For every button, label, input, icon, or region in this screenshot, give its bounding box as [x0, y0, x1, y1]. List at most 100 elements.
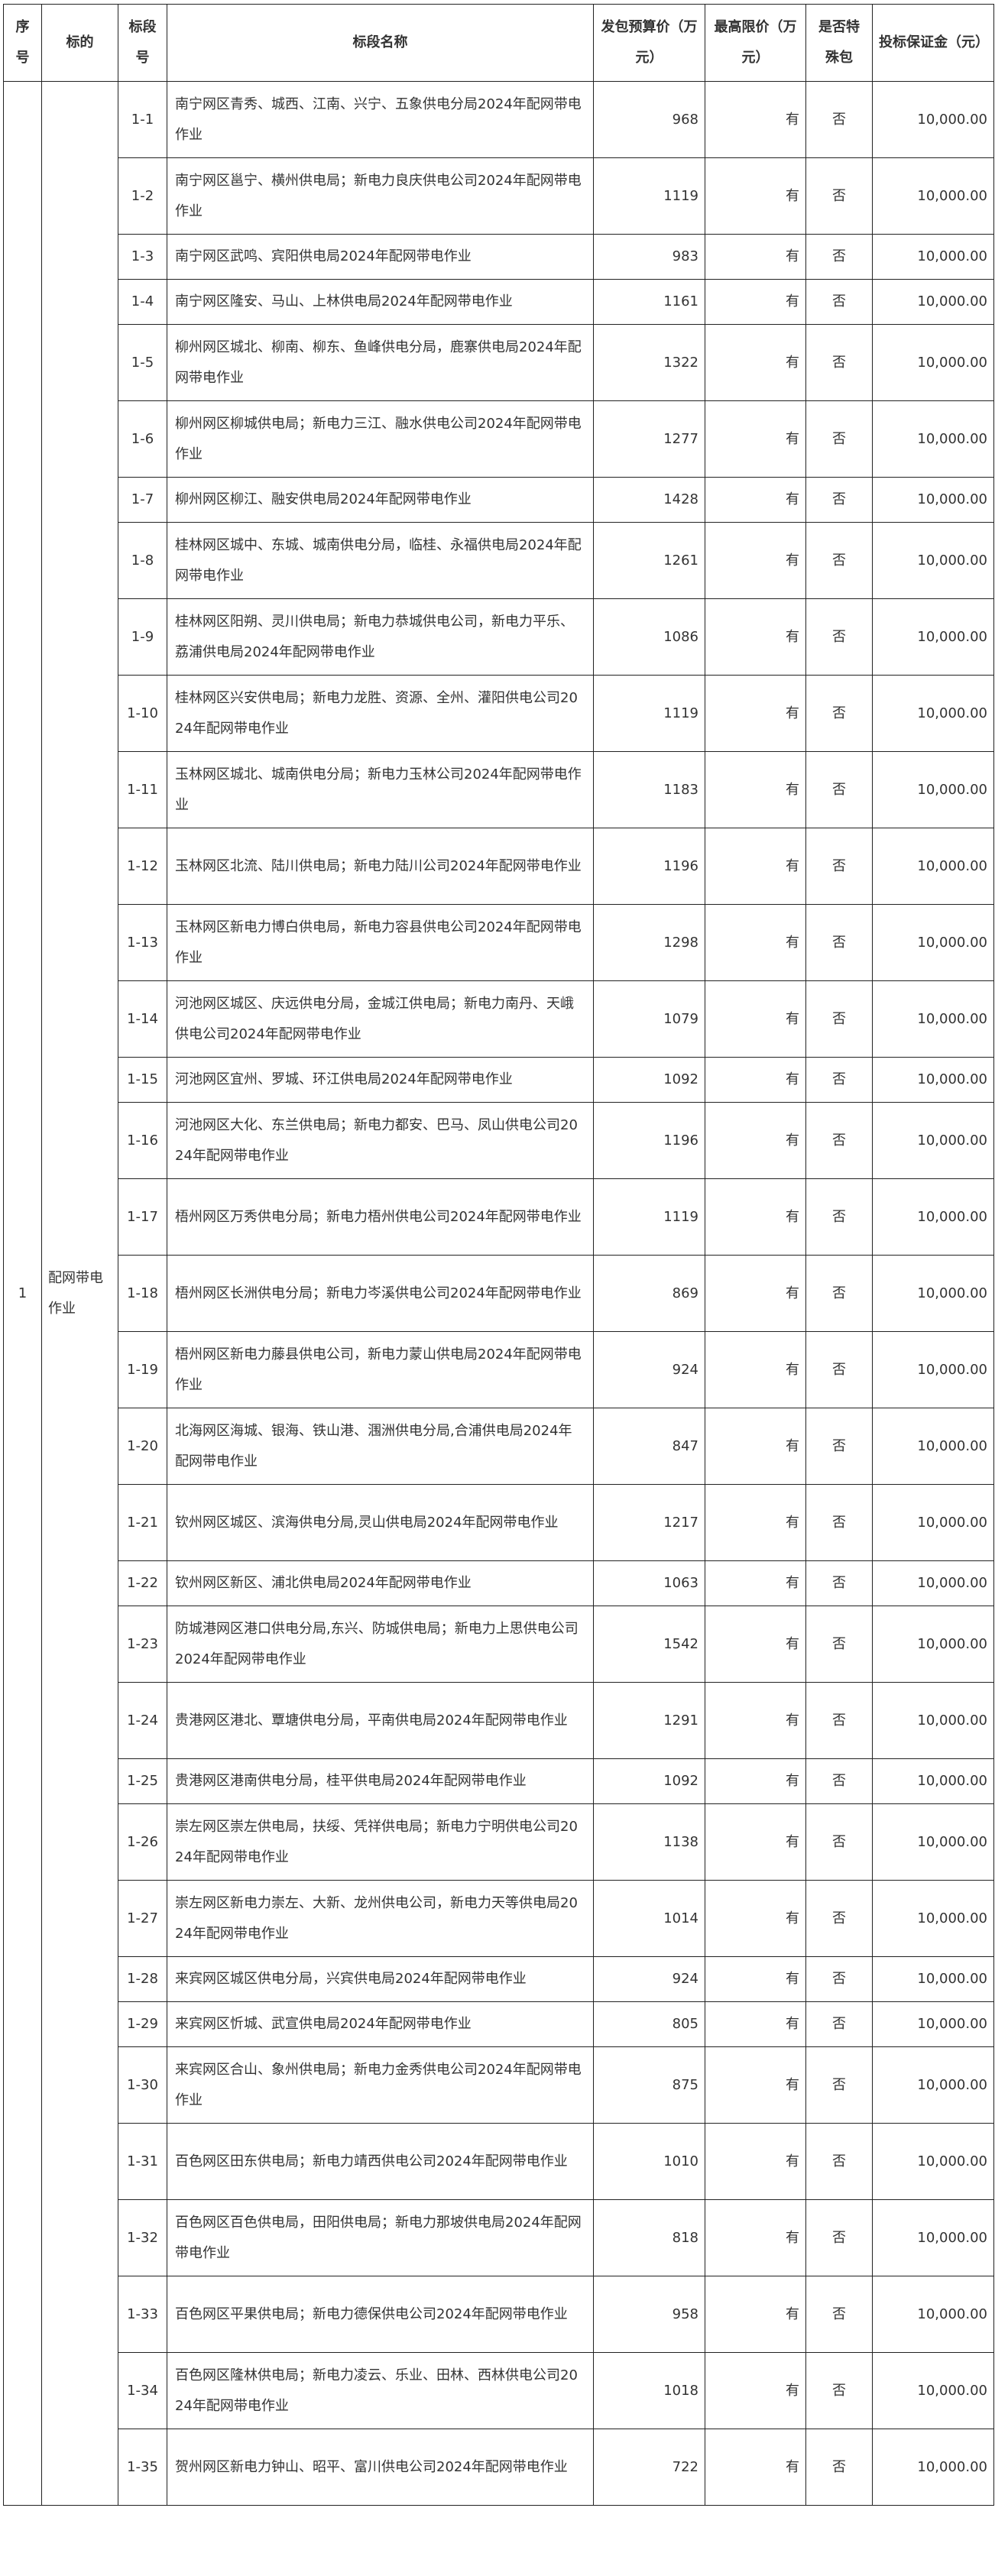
section-name: 来宾网区忻城、武宣供电局2024年配网带电作业 [167, 2001, 594, 2047]
price-limit: 有 [705, 1057, 806, 1103]
section-name: 百色网区隆林供电局；新电力凌云、乐业、田林、西林供电公司2024年配网带电作业 [167, 2352, 594, 2429]
budget: 1092 [593, 1057, 705, 1103]
bid-deposit: 10,000.00 [872, 1606, 994, 1683]
bid-deposit: 10,000.00 [872, 828, 994, 905]
header-index: 序号 [3, 4, 42, 82]
budget: 869 [593, 1255, 705, 1332]
section-name: 崇左网区新电力崇左、大新、龙州供电公司，新电力天等供电局2024年配网带电作业 [167, 1880, 594, 1957]
bid-deposit: 10,000.00 [872, 2429, 994, 2506]
budget: 1119 [593, 157, 705, 235]
section-no: 1-28 [118, 1956, 167, 2002]
budget: 924 [593, 1331, 705, 1408]
section-name: 百色网区平果供电局；新电力德保供电公司2024年配网带电作业 [167, 2276, 594, 2353]
bid-deposit: 10,000.00 [872, 1484, 994, 1561]
bid-deposit: 10,000.00 [872, 1331, 994, 1408]
special-package: 否 [805, 522, 873, 599]
price-limit: 有 [705, 2046, 806, 2124]
section-name: 百色网区田东供电局；新电力靖西供电公司2024年配网带电作业 [167, 2123, 594, 2200]
special-package: 否 [805, 1331, 873, 1408]
section-name: 贺州网区新电力钟山、昭平、富川供电公司2024年配网带电作业 [167, 2429, 594, 2506]
section-name: 柳州网区城北、柳南、柳东、鱼峰供电分局，鹿寨供电局2024年配网带电作业 [167, 324, 594, 401]
budget: 983 [593, 234, 705, 280]
special-package: 否 [805, 1178, 873, 1256]
header-row: 序号 标的 标段号 标段名称 发包预算价（万元） 最高限价（万元） 是否特殊包 … [3, 4, 994, 82]
table-row: 1-18 梧州网区长洲供电分局；新电力岑溪供电公司2024年配网带电作业 869 有否… [4, 1255, 994, 1332]
special-package: 否 [805, 1758, 873, 1804]
header-budget: 发包预算价（万元） [593, 4, 705, 82]
bid-deposit: 10,000.00 [872, 1758, 994, 1804]
budget: 1119 [593, 1178, 705, 1256]
special-package: 否 [805, 598, 873, 676]
special-package: 否 [805, 2123, 873, 2200]
section-name: 钦州网区新区、浦北供电局2024年配网带电作业 [167, 1560, 594, 1606]
table-row: 1 配网带电作业 1-1 南宁网区青秀、城西、江南、兴宁、五象供电分局2024年配网带… [3, 81, 994, 2506]
section-no: 1-33 [118, 2276, 167, 2353]
section-no: 1-25 [118, 1758, 167, 1804]
section-no: 1-13 [118, 904, 167, 981]
table-row: 1-21 钦州网区城区、滨海供电分局,灵山供电局2024年配网带电作业 1217 有否… [4, 1484, 994, 1561]
section-name: 南宁网区隆安、马山、上林供电局2024年配网带电作业 [167, 279, 594, 325]
table-row: 1-27 崇左网区新电力崇左、大新、龙州供电公司，新电力天等供电局2024年配网带… [4, 1880, 994, 1957]
special-package: 否 [805, 1255, 873, 1332]
price-limit: 有 [705, 1606, 806, 1683]
section-name: 钦州网区城区、滨海供电分局,灵山供电局2024年配网带电作业 [167, 1484, 594, 1561]
bid-deposit: 10,000.00 [872, 157, 994, 235]
table-row: 1-15 河池网区宜州、罗城、环江供电局2024年配网带电作业 1092 有否 10,0… [4, 1057, 994, 1103]
table-row: 1-30 来宾网区合山、象州供电局；新电力金秀供电公司2024年配网带电作业 875… [4, 2046, 994, 2124]
special-package: 否 [805, 2001, 873, 2047]
price-limit: 有 [705, 2276, 806, 2353]
budget: 1079 [593, 980, 705, 1058]
section-name: 桂林网区城中、东城、城南供电分局，临桂、永福供电局2024年配网带电作业 [167, 522, 594, 599]
table-row: 1-10 桂林网区兴安供电局；新电力龙胜、资源、全州、灌阳供电公司2024年配网带… [4, 675, 994, 752]
budget: 1277 [593, 400, 705, 478]
table-row: 1-26 崇左网区崇左供电局，扶绥、凭祥供电局；新电力宁明供电公司2024年配网带… [4, 1803, 994, 1881]
section-no: 1-4 [118, 279, 167, 325]
budget: 1018 [593, 2352, 705, 2429]
price-limit: 有 [705, 234, 806, 280]
budget: 1063 [593, 1560, 705, 1606]
section-name: 百色网区百色供电局，田阳供电局；新电力那坡供电局2024年配网带电作业 [167, 2199, 594, 2276]
special-package: 否 [805, 1682, 873, 1759]
table-row: 1-13 玉林网区新电力博白供电局，新电力容县供电公司2024年配网带电作业 129… [4, 904, 994, 981]
special-package: 否 [805, 980, 873, 1058]
budget: 1014 [593, 1880, 705, 1957]
bid-deposit: 10,000.00 [872, 751, 994, 828]
header-price-limit: 最高限价（万元） [705, 4, 806, 82]
section-no: 1-20 [118, 1408, 167, 1485]
section-name: 南宁网区青秀、城西、江南、兴宁、五象供电分局2024年配网带电作业 [167, 81, 594, 158]
budget: 924 [593, 1956, 705, 2002]
table-row: 1-25 贵港网区港南供电分局，桂平供电局2024年配网带电作业 1092 有否 10,… [4, 1758, 994, 1804]
budget: 1086 [593, 598, 705, 676]
table-row: 1-29 来宾网区忻城、武宣供电局2024年配网带电作业 805 有否 10,000.0… [4, 2001, 994, 2047]
budget: 1261 [593, 522, 705, 599]
budget: 1291 [593, 1682, 705, 1759]
table-row: 1-6 柳州网区柳城供电局；新电力三江、融水供电公司2024年配网带电作业 1277… [4, 400, 994, 478]
bid-deposit: 10,000.00 [872, 1682, 994, 1759]
section-name: 来宾网区城区供电分局，兴宾供电局2024年配网带电作业 [167, 1956, 594, 2002]
table-row: 1-33 百色网区平果供电局；新电力德保供电公司2024年配网带电作业 958 有否 1… [4, 2276, 994, 2353]
special-package: 否 [805, 1803, 873, 1881]
table-row: 1-14 河池网区城区、庆远供电分局，金城江供电局；新电力南丹、天峨供电公司202… [4, 980, 994, 1058]
budget: 805 [593, 2001, 705, 2047]
price-limit: 有 [705, 980, 806, 1058]
section-no: 1-32 [118, 2199, 167, 2276]
price-limit: 有 [705, 324, 806, 401]
section-no: 1-29 [118, 2001, 167, 2047]
price-limit: 有 [705, 400, 806, 478]
table-row: 1-2 南宁网区邕宁、横州供电局；新电力良庆供电公司2024年配网带电作业 1119… [4, 157, 994, 235]
section-no: 1-12 [118, 828, 167, 905]
section-name: 梧州网区长洲供电分局；新电力岑溪供电公司2024年配网带电作业 [167, 1255, 594, 1332]
table-row: 1-34 百色网区隆林供电局；新电力凌云、乐业、田林、西林供电公司2024年配网带… [4, 2352, 994, 2429]
special-package: 否 [805, 1880, 873, 1957]
budget: 1428 [593, 477, 705, 523]
section-no: 1-5 [118, 324, 167, 401]
price-limit: 有 [705, 279, 806, 325]
section-name: 柳州网区柳城供电局；新电力三江、融水供电公司2024年配网带电作业 [167, 400, 594, 478]
table-row: 1-19 梧州网区新电力藤县供电公司，新电力蒙山供电局2024年配网带电作业 924… [4, 1331, 994, 1408]
budget: 722 [593, 2429, 705, 2506]
section-name: 北海网区海城、银海、铁山港、涠洲供电分局,合浦供电局2024年配网带电作业 [167, 1408, 594, 1485]
price-limit: 有 [705, 477, 806, 523]
price-limit: 有 [705, 1682, 806, 1759]
header-section-name: 标段名称 [167, 4, 594, 82]
group-subject: 配网带电作业 [41, 81, 118, 2506]
